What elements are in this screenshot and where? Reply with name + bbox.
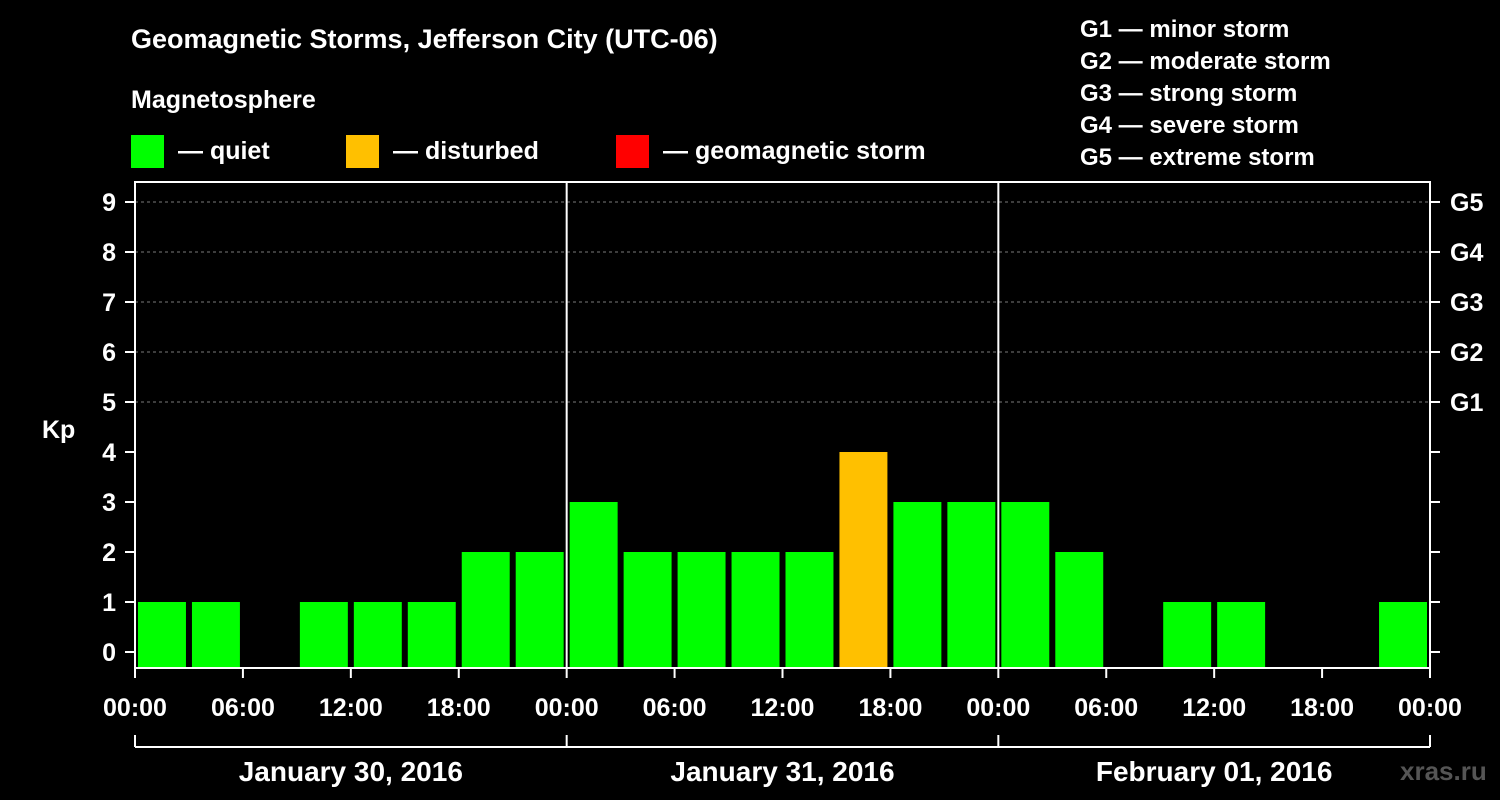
kp-bar bbox=[677, 552, 726, 668]
y-tick-label: 0 bbox=[102, 639, 116, 667]
x-tick-label: 18:00 bbox=[1290, 694, 1354, 722]
g-scale-label: G5 bbox=[1450, 189, 1483, 217]
kp-bar bbox=[623, 552, 672, 668]
g-scale-item: G5 — extreme storm bbox=[1080, 144, 1315, 171]
legend-label-quiet: — quiet bbox=[178, 136, 270, 165]
legend-item-quiet: — quiet bbox=[131, 134, 270, 168]
kp-bar bbox=[461, 552, 510, 668]
watermark: xras.ru bbox=[1400, 756, 1487, 786]
legend-subtitle: Magnetosphere bbox=[131, 86, 316, 114]
quiet-swatch bbox=[131, 134, 164, 168]
y-tick-label: 8 bbox=[102, 239, 116, 267]
kp-bar bbox=[1379, 602, 1427, 668]
g-scale-label: G1 bbox=[1450, 389, 1483, 417]
date-label: January 30, 2016 bbox=[239, 756, 463, 787]
g-scale-item: G4 — severe storm bbox=[1080, 112, 1299, 139]
x-tick-label: 18:00 bbox=[427, 694, 491, 722]
kp-bar bbox=[893, 502, 942, 668]
y-tick-label: 9 bbox=[102, 189, 116, 217]
kp-bar bbox=[1217, 602, 1266, 668]
g-scale-label: G2 bbox=[1450, 339, 1483, 367]
kp-bar bbox=[191, 602, 240, 668]
y-tick-label: 6 bbox=[102, 339, 116, 367]
y-tick-label: 1 bbox=[102, 589, 116, 617]
x-tick-label: 00:00 bbox=[1398, 694, 1462, 722]
y-axis-label: Kp bbox=[42, 416, 75, 444]
y-tick-label: 7 bbox=[102, 289, 116, 317]
g-scale-label: G4 bbox=[1450, 239, 1483, 267]
kp-bar bbox=[839, 452, 888, 668]
y-tick-label: 4 bbox=[102, 439, 116, 467]
y-tick-label: 3 bbox=[102, 489, 116, 517]
date-label: January 31, 2016 bbox=[670, 756, 894, 787]
kp-bar bbox=[1001, 502, 1050, 668]
date-label: February 01, 2016 bbox=[1096, 756, 1333, 787]
disturbed-swatch bbox=[346, 134, 379, 168]
g-scale-item: G1 — minor storm bbox=[1080, 16, 1290, 43]
x-tick-label: 06:00 bbox=[1074, 694, 1138, 722]
x-tick-label: 06:00 bbox=[643, 694, 707, 722]
kp-bar bbox=[138, 602, 186, 668]
x-tick-label: 00:00 bbox=[535, 694, 599, 722]
kp-bar bbox=[947, 502, 996, 668]
kp-bar bbox=[407, 602, 456, 668]
x-tick-label: 12:00 bbox=[751, 694, 815, 722]
x-tick-label: 00:00 bbox=[103, 694, 167, 722]
kp-bar bbox=[1055, 552, 1104, 668]
x-tick-label: 06:00 bbox=[211, 694, 275, 722]
x-tick-label: 00:00 bbox=[966, 694, 1030, 722]
g-scale-item: G2 — moderate storm bbox=[1080, 48, 1331, 75]
legend-label-disturbed: — disturbed bbox=[393, 136, 539, 165]
g-scale-item: G3 — strong storm bbox=[1080, 80, 1298, 107]
kp-bar bbox=[1163, 602, 1212, 668]
g-scale-label: G3 bbox=[1450, 289, 1483, 317]
legend-label-storm: — geomagnetic storm bbox=[663, 136, 926, 165]
kp-bar bbox=[731, 552, 780, 668]
kp-bar bbox=[353, 602, 402, 668]
x-tick-label: 12:00 bbox=[319, 694, 383, 722]
g-scale-legend: G1 — minor storm G2 — moderate storm G3 … bbox=[1080, 14, 1331, 174]
y-tick-label: 2 bbox=[102, 539, 116, 567]
storm-swatch bbox=[616, 134, 649, 168]
kp-bar bbox=[785, 552, 834, 668]
x-tick-label: 12:00 bbox=[1182, 694, 1246, 722]
kp-bar bbox=[515, 552, 564, 668]
legend-item-disturbed: — disturbed bbox=[346, 134, 539, 168]
plot-frame bbox=[134, 181, 1431, 669]
kp-bar bbox=[299, 602, 348, 668]
chart-title: Geomagnetic Storms, Jefferson City (UTC-… bbox=[131, 24, 718, 54]
x-tick-label: 18:00 bbox=[858, 694, 922, 722]
kp-bar bbox=[569, 502, 618, 668]
legend-item-storm: — geomagnetic storm bbox=[616, 134, 926, 168]
y-tick-label: 5 bbox=[102, 389, 116, 417]
